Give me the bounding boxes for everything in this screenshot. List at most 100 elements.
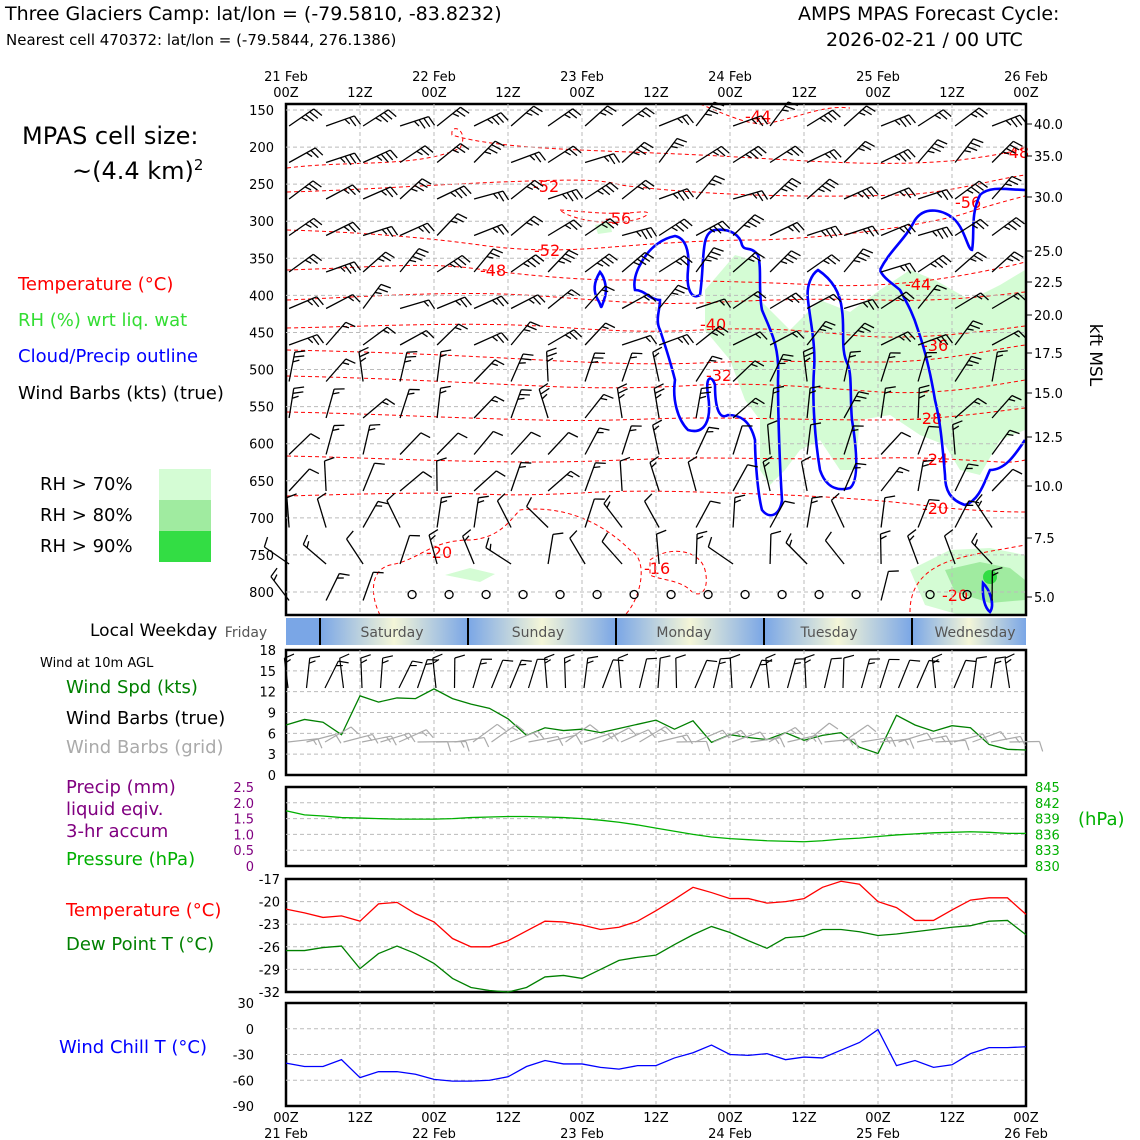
wind-barb [436,106,470,127]
time-tick-bottom: 00Z [421,1111,447,1126]
wind-barb [621,179,655,200]
kft-tick: 35.0 [1034,150,1063,165]
wind-barb [436,185,472,200]
calm-wind-circle [518,589,528,600]
temp-contour-m16 [649,550,707,595]
wind-barb [316,492,327,528]
calm-wind-circle [851,589,861,600]
pressure-tick: 550 [249,401,274,416]
wind-barb [510,294,546,310]
wind-barb [843,425,864,455]
time-tick-top: 00Z [421,86,447,101]
wind-barb [655,529,667,565]
kft-tick: 15.0 [1034,387,1063,402]
nearest-cell-subtitle: Nearest cell 470372: lat/lon = (-79.5844… [6,31,397,49]
weekday-label: Local Weekday [90,621,218,641]
wind-barb [1009,740,1044,752]
wind-barb [843,462,867,492]
wind-barb [323,456,335,492]
wind-barb [729,653,741,689]
day-label-saturday: Saturday [360,625,423,641]
time-tick-bottom: 00Z [569,1111,595,1126]
wind-barb [584,253,618,273]
time-tick-bottom: 12Z [643,1111,669,1126]
wind-barb [584,393,614,419]
wind-barb [453,654,466,689]
day-label-wednesday: Wednesday [934,625,1015,641]
station-title: Three Glaciers Camp: lat/lon = (-79.5810… [5,3,502,25]
temp-label: -40 [700,315,726,334]
wind-barb [991,468,1023,492]
wind-barb [991,114,1027,128]
wind-barb [621,334,658,346]
kft-tick: 7.5 [1034,532,1055,547]
wind-barb [732,397,765,419]
time-tick-bottom: 00Z [273,1111,299,1126]
wind-barb [398,660,423,689]
wind-barb [543,653,555,689]
wind-barb [288,468,320,492]
cycle-title: AMPS MPAS Forecast Cycle: [798,3,1060,25]
wind-barb [917,459,934,492]
pressure-panel-frame [284,785,1028,868]
wind-barb [765,653,776,689]
legend-wind: Wind Barbs (kts) (true) [18,383,224,404]
wind-barb [991,217,1025,237]
time-tick-top: 12Z [495,86,521,101]
wind-barb [695,247,724,273]
day-tuesday-fill [764,618,912,645]
calm-wind-circle [444,589,454,600]
wind-barb [916,735,952,746]
wind-barb [658,255,693,273]
legend-cloud: Cloud/Precip outline [18,346,199,367]
wind-barb [800,456,812,492]
calm-wind-circle [740,589,750,600]
wind-barb [707,536,734,565]
rh70-patch [445,568,495,582]
wind-barb [750,737,786,748]
date-tick-top: 25 Feb [856,70,900,85]
wind-barb [288,217,323,237]
wind-barb [823,657,842,689]
label-windchill: Wind Chill T (°C) [59,1037,207,1058]
wind-barb [546,734,582,745]
wind-barb [843,225,880,237]
wind-barb [917,384,930,419]
wind-barb [732,291,767,310]
wind-barb [843,298,880,311]
cloud-outline [806,268,858,491]
wind-barb [325,221,361,237]
temp-contour-m48 [286,261,1026,287]
wind-barb [473,495,489,528]
time-tick-top: 12Z [939,86,965,101]
wind-barb [473,359,505,382]
precip-tick: 1.5 [233,813,254,828]
label-pressure: Pressure (hPa) [66,849,196,870]
wind-barb [270,567,290,601]
kft-tick: 25.0 [1034,245,1063,260]
wind-barb [436,254,471,273]
wind-heading: Wind at 10m AGL [40,656,154,671]
label-wind-speed: Wind Spd (kts) [66,677,198,698]
wind-barb [732,214,765,236]
wind-barb [880,331,916,346]
cell-size-value: ~(4.4 km)2 [72,156,203,185]
wind-barb [644,493,660,528]
wind-barb [399,432,431,455]
wind-barb [584,498,605,528]
wind-barb [991,429,1020,455]
wind-barb [806,109,841,127]
date-tick-top: 22 Feb [412,70,456,85]
temperature-tick: -23 [259,918,280,933]
temp-label: -56 [605,209,631,228]
wind-barb [472,723,506,743]
wind-barb [547,219,582,237]
rh70-patch-2 [595,222,612,234]
wind-barb [621,293,657,310]
wind-barb [1004,653,1015,689]
label-precip-1: Precip (mm) [66,777,176,798]
wind-barb [880,114,916,128]
pressure-tick: 500 [249,364,274,379]
wind-barb [509,659,532,689]
